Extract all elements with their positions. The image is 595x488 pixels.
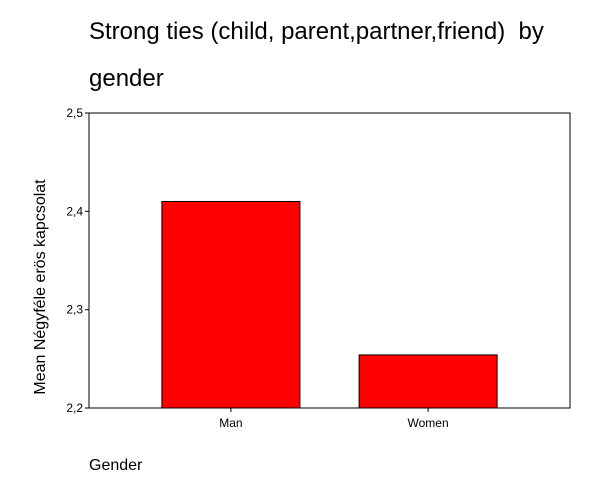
bars-group bbox=[161, 201, 498, 409]
x-tick-label: Man bbox=[219, 416, 242, 430]
bar-women bbox=[358, 354, 498, 409]
y-tick-label: 2,2 bbox=[66, 401, 83, 415]
x-axis-ticks: Man Women bbox=[219, 408, 449, 430]
chart-title-line-2: gender bbox=[89, 65, 164, 92]
x-axis-title: Gender bbox=[89, 457, 143, 474]
y-tick-label: 2,5 bbox=[66, 106, 83, 120]
plot-area-frame bbox=[88, 112, 571, 409]
y-tick-label: 2,4 bbox=[66, 204, 83, 218]
y-tick-label: 2,3 bbox=[66, 303, 83, 317]
y-axis-ticks: 2,2 2,3 2,4 2,5 bbox=[66, 106, 89, 415]
bar-man bbox=[161, 201, 301, 409]
chart-title-line-1: Strong ties (child, parent,partner,frien… bbox=[89, 18, 544, 45]
y-axis-title: Mean Négyféle erös kapcsolat bbox=[32, 179, 49, 395]
x-tick-label: Women bbox=[408, 416, 449, 430]
